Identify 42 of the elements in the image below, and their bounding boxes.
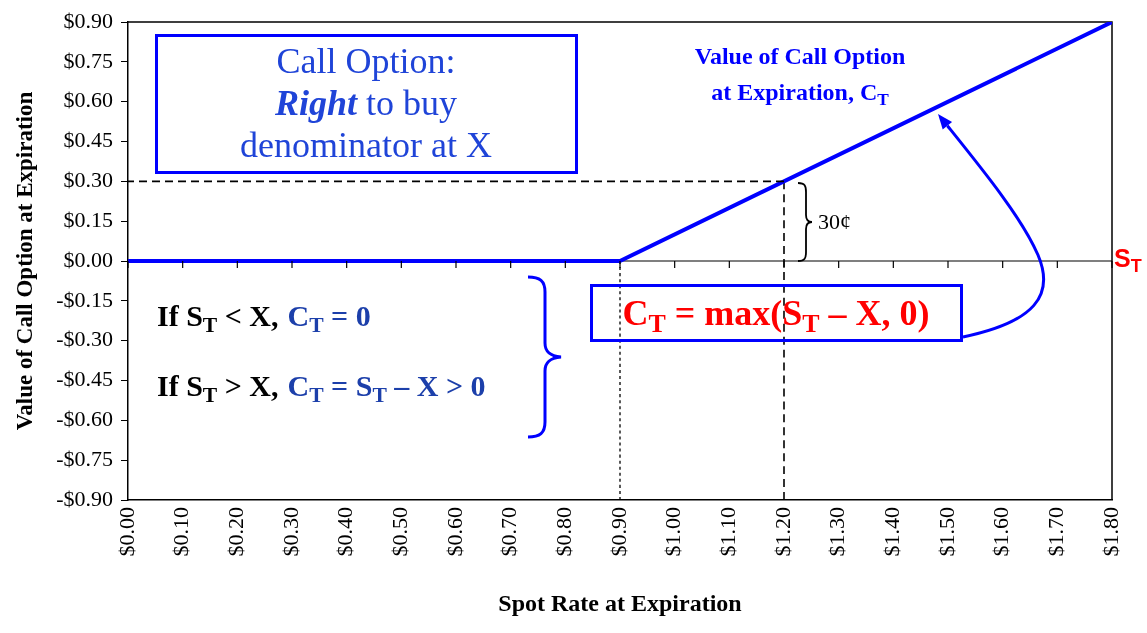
annotation: C$_{T}$ = 0 [287, 298, 371, 337]
annotation: C$_{T}$ = S$_{T}$ – X > 0 [287, 368, 486, 407]
x-tick-label: $0.20 [223, 507, 249, 557]
x-tick-label: $0.90 [605, 507, 631, 557]
annotation: If S$_{T}$ > X, [157, 368, 279, 407]
y-tick-label: $0.30 [63, 167, 113, 193]
text: S$_{T}$ [1114, 244, 1142, 277]
y-tick-label: $0.45 [63, 127, 113, 153]
x-axis-title: Spot Rate at Expiration [498, 589, 742, 616]
x-tick-label: $1.10 [715, 507, 741, 557]
y-tick-label: -$0.90 [56, 485, 113, 511]
x-tick-label: $0.70 [496, 507, 522, 557]
y-tick-label: -$0.15 [56, 286, 113, 312]
x-tick-label: $1.50 [933, 507, 959, 557]
annotation: C$_{T}$ = max(S$_{T}$ – X, 0) [622, 293, 930, 339]
y-tick-label: $0.75 [63, 47, 113, 73]
x-tick-label: $0.80 [551, 507, 577, 557]
x-tick-label: $0.40 [332, 507, 358, 557]
x-tick-label: $0.30 [277, 507, 303, 557]
y-axis-title: Value of Call Option at Expiration [11, 91, 37, 431]
x-tick-label: $1.70 [1043, 507, 1069, 557]
y-tick-label: $0.60 [63, 87, 113, 113]
x-tick-label: $0.10 [168, 507, 194, 557]
y-tick-label: $0.90 [63, 7, 113, 33]
y-tick-label: -$0.75 [56, 445, 113, 471]
y-tick-label: $0.15 [63, 206, 113, 232]
annotation: If S$_{T}$ < X, [157, 298, 279, 337]
y-tick-label: -$0.45 [56, 366, 113, 392]
y-tick-label: -$0.30 [56, 326, 113, 352]
x-tick-label: $1.00 [660, 507, 686, 557]
y-tick-label: $0.00 [63, 246, 113, 272]
x-tick-label: $1.40 [879, 507, 905, 557]
x-tick-label: $1.60 [988, 507, 1014, 557]
x-tick-label: $0.60 [441, 507, 467, 557]
y-tick-label: -$0.60 [56, 406, 113, 432]
x-tick-label: $1.80 [1097, 507, 1123, 557]
x-tick-label: $1.20 [769, 507, 795, 557]
annotation: Call Option: Right to buy denominator at X [240, 41, 492, 165]
series-label: Value of Call Option at Expiration, C$_{T}$ [694, 43, 906, 109]
x-tick-label: $0.50 [387, 507, 413, 557]
x-tick-label: $1.30 [824, 507, 850, 557]
annotation: 30¢ [818, 209, 851, 234]
